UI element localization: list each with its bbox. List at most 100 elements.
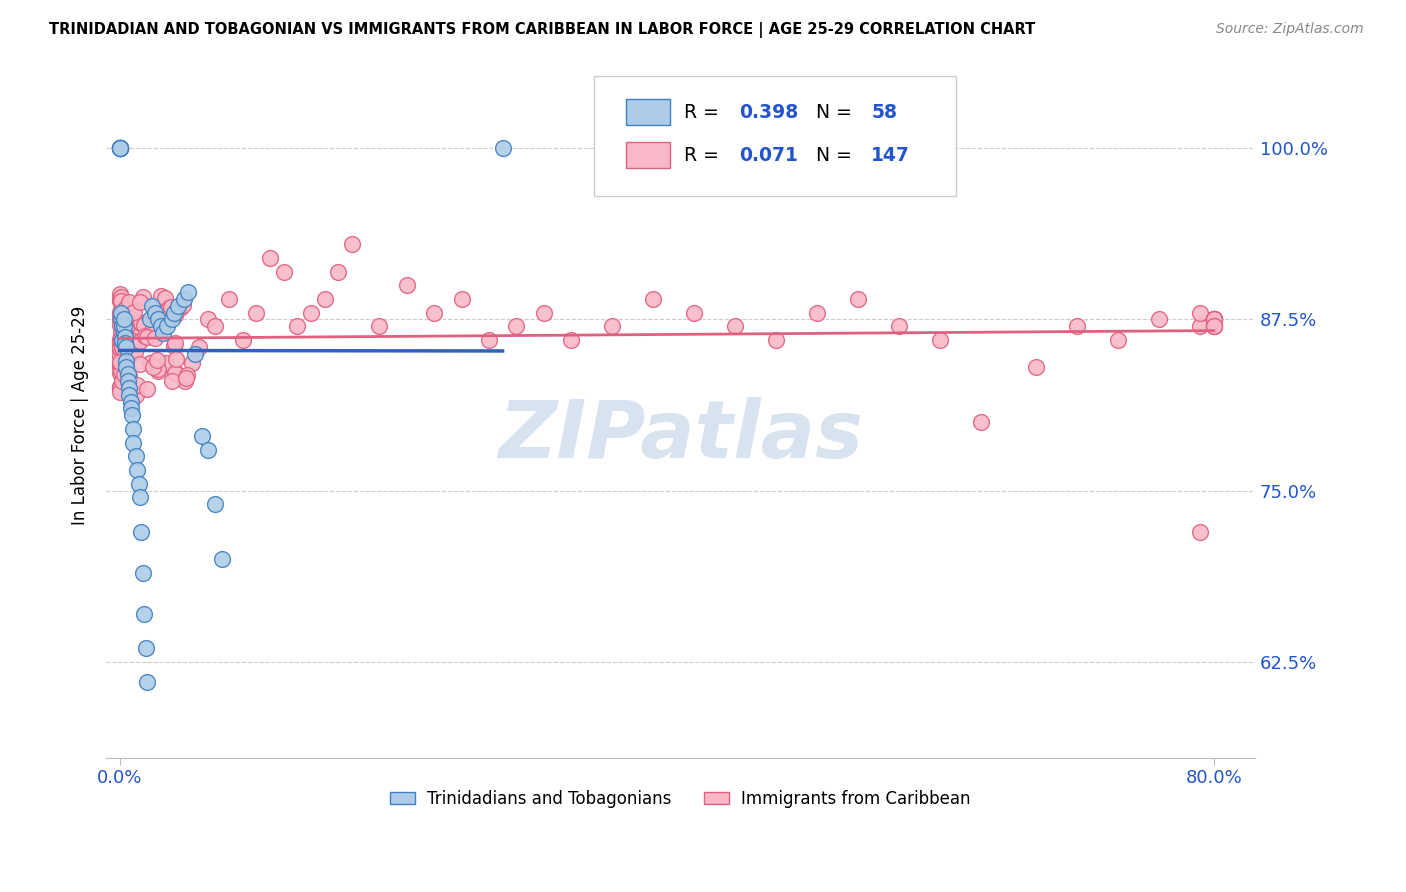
Point	[328, 264, 350, 278]
Point	[108, 336, 131, 351]
Point	[232, 333, 254, 347]
Point	[108, 141, 131, 155]
Legend: Trinidadians and Tobagonians, Immigrants from Caribbean: Trinidadians and Tobagonians, Immigrants…	[384, 783, 977, 814]
Point	[129, 491, 152, 505]
Point	[120, 394, 142, 409]
Text: N =: N =	[815, 103, 858, 121]
Point	[115, 351, 138, 366]
Point	[108, 342, 131, 356]
Point	[1025, 360, 1047, 375]
Text: ZIPatlas: ZIPatlas	[498, 397, 863, 475]
Point	[111, 333, 134, 347]
Point	[340, 237, 363, 252]
Point	[112, 337, 135, 351]
Point	[129, 334, 152, 348]
Point	[111, 319, 134, 334]
Point	[108, 358, 131, 372]
Y-axis label: In Labor Force | Age 25-29: In Labor Force | Age 25-29	[72, 306, 89, 524]
Point	[112, 326, 135, 340]
Point	[1202, 319, 1225, 334]
Point	[108, 308, 131, 322]
Point	[110, 331, 132, 345]
Point	[111, 334, 134, 349]
Point	[114, 309, 136, 323]
Point	[115, 341, 138, 355]
Point	[1202, 312, 1225, 326]
Point	[108, 141, 131, 155]
Point	[184, 347, 207, 361]
Point	[112, 339, 135, 353]
Point	[114, 335, 136, 350]
Point	[127, 378, 149, 392]
Point	[478, 333, 501, 347]
Text: TRINIDADIAN AND TOBAGONIAN VS IMMIGRANTS FROM CARIBBEAN IN LABOR FORCE | AGE 25-: TRINIDADIAN AND TOBAGONIAN VS IMMIGRANTS…	[49, 22, 1035, 38]
Point	[218, 292, 240, 306]
Point	[889, 319, 911, 334]
Point	[174, 370, 197, 384]
Point	[929, 333, 952, 347]
Point	[157, 301, 180, 315]
Point	[177, 285, 200, 299]
Point	[423, 305, 446, 319]
Point	[117, 314, 139, 328]
Point	[111, 340, 134, 354]
Point	[1189, 319, 1212, 334]
Point	[138, 356, 160, 370]
Point	[108, 141, 131, 155]
Point	[970, 415, 993, 429]
Point	[806, 305, 828, 319]
Point	[1189, 524, 1212, 539]
Point	[112, 350, 135, 364]
Text: 0.398: 0.398	[740, 103, 799, 121]
Point	[108, 141, 131, 155]
Point	[136, 675, 159, 690]
Point	[142, 326, 165, 341]
Point	[108, 141, 131, 155]
Point	[114, 330, 136, 344]
Point	[1202, 312, 1225, 326]
Point	[155, 356, 177, 370]
Point	[165, 335, 187, 350]
Text: R =: R =	[683, 145, 724, 165]
FancyBboxPatch shape	[627, 142, 671, 169]
Point	[121, 343, 143, 358]
Point	[122, 422, 145, 436]
Point	[135, 329, 157, 343]
Point	[122, 435, 145, 450]
Point	[190, 429, 212, 443]
Point	[120, 344, 142, 359]
Point	[148, 362, 170, 376]
Point	[134, 318, 156, 332]
Point	[108, 349, 131, 363]
Point	[395, 278, 418, 293]
Point	[491, 141, 513, 155]
Point	[683, 305, 706, 319]
Point	[1202, 319, 1225, 334]
Point	[1189, 305, 1212, 319]
Point	[131, 316, 153, 330]
Point	[145, 331, 167, 345]
Point	[1202, 319, 1225, 334]
Point	[1202, 319, 1225, 334]
Point	[125, 450, 148, 464]
Point	[115, 360, 138, 375]
Point	[110, 294, 132, 309]
Point	[129, 357, 152, 371]
Point	[1202, 312, 1225, 326]
Point	[114, 329, 136, 343]
Point	[111, 319, 134, 334]
Point	[1202, 312, 1225, 326]
Point	[172, 298, 194, 312]
Point	[128, 476, 150, 491]
Point	[163, 366, 186, 380]
Point	[124, 345, 146, 359]
Point	[111, 340, 134, 354]
Point	[142, 360, 165, 375]
Point	[117, 368, 139, 382]
Point	[108, 141, 131, 155]
Point	[204, 319, 226, 334]
Point	[197, 442, 219, 457]
Point	[165, 366, 187, 380]
Point	[132, 290, 155, 304]
Point	[146, 312, 169, 326]
